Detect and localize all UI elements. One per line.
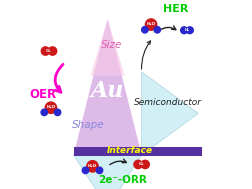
Circle shape [96,167,102,174]
Text: OER: OER [30,88,57,101]
FancyArrowPatch shape [55,64,63,92]
Text: HER: HER [162,5,187,14]
Circle shape [140,160,149,169]
Text: H₂: H₂ [184,28,189,32]
Circle shape [41,47,49,55]
Bar [73,147,201,156]
Circle shape [45,102,56,113]
Text: 2e⁻-ORR: 2e⁻-ORR [98,175,147,184]
FancyArrowPatch shape [158,26,175,30]
Text: O₂: O₂ [46,49,52,53]
Text: Shape: Shape [72,120,105,130]
Circle shape [54,109,60,116]
Circle shape [133,160,142,169]
FancyArrowPatch shape [109,159,126,165]
Circle shape [82,167,88,174]
Circle shape [153,26,160,33]
Polygon shape [141,72,198,155]
Polygon shape [73,155,141,189]
FancyArrowPatch shape [141,41,150,69]
Text: Interface: Interface [107,146,153,155]
Circle shape [86,161,98,172]
Circle shape [141,26,147,33]
Polygon shape [90,19,124,76]
Circle shape [48,47,56,55]
Text: H₂O: H₂O [87,163,97,168]
Text: Au: Au [90,80,124,102]
Circle shape [186,27,193,34]
Text: Size: Size [100,40,121,50]
Text: H₂O: H₂O [146,22,155,26]
Polygon shape [73,19,141,155]
Circle shape [180,27,187,34]
Text: Semiconductor: Semiconductor [134,98,201,107]
Text: H₂O: H₂O [46,105,55,109]
Text: O₂: O₂ [138,162,144,167]
Circle shape [145,19,156,30]
Circle shape [41,109,47,116]
